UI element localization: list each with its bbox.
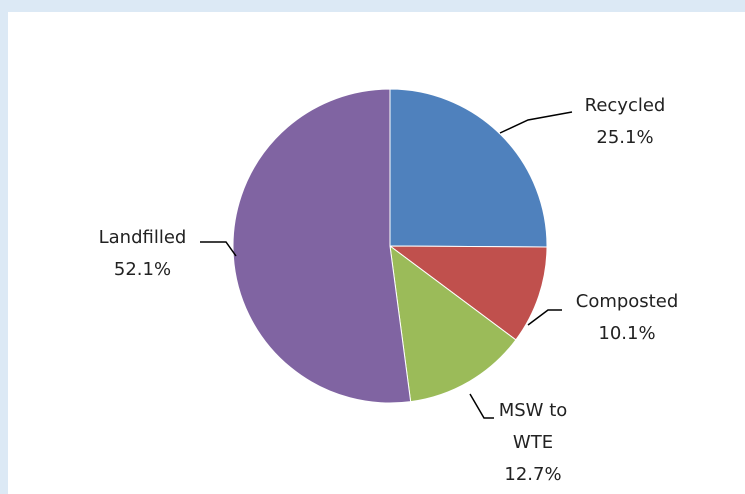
pie-slice [389,88,548,248]
category-label: MSW to WTE [498,400,568,453]
pie-slice [389,244,517,403]
leader-line [469,393,494,419]
leader-line [200,241,237,257]
slice-label: Landfilled 52.1% [80,222,205,286]
leader-line [527,309,562,326]
category-label: Landfilled [98,227,187,248]
value-label: 10.1% [598,323,656,344]
category-label: Composted [575,291,679,312]
slice-label: Recycled 25.1% [565,90,685,154]
leader-line [499,111,573,134]
value-label: 25.1% [596,127,654,148]
pie-slice [388,245,548,341]
pie-slice [232,88,412,404]
category-label: Recycled [584,95,666,116]
slice-label: MSW to WTE 12.7% [488,395,578,491]
value-label: 52.1% [113,259,172,280]
value-label: 12.7% [504,464,562,485]
slice-label: Composted 10.1% [562,286,692,350]
